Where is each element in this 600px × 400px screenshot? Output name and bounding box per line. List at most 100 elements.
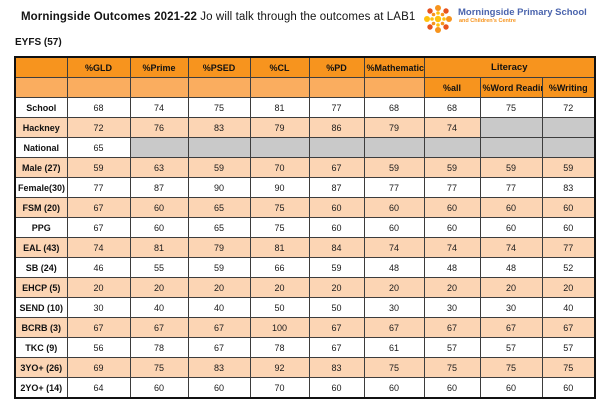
table-cell: 65 [187, 197, 251, 218]
empty-header-cell [249, 77, 310, 98]
table-row: EAL (43) 74 81 79 81 84 74 74 74 77 [14, 237, 596, 258]
table-cell: 40 [541, 297, 596, 318]
table-cell: 74 [423, 117, 481, 138]
table-cell: 86 [308, 117, 365, 138]
empty-header-cell [66, 77, 131, 98]
table-cell: 60 [479, 377, 543, 399]
table-cell: 48 [423, 257, 481, 278]
table-cell: 59 [363, 157, 425, 178]
table-cell: 83 [308, 357, 365, 378]
table-cell: 90 [187, 177, 251, 198]
table-cell: 20 [363, 277, 425, 298]
table-cell [187, 137, 251, 158]
table-cell: 40 [129, 297, 189, 318]
table-cell: 67 [423, 317, 481, 338]
table-cell: 60 [187, 377, 251, 399]
table-cell: 60 [129, 197, 189, 218]
table-cell: 60 [423, 377, 481, 399]
outcomes-table: %GLD %Prime %PSED %CL %PD %Mathematics L… [14, 56, 597, 399]
table-cell: 67 [66, 317, 131, 338]
table-row: TKC (9) 56 78 67 78 67 61 57 57 57 [14, 337, 596, 358]
header-row-1: %GLD %Prime %PSED %CL %PD %Mathematics L… [14, 56, 596, 78]
table-cell: 81 [249, 237, 310, 258]
column-header-gld: %GLD [66, 56, 131, 78]
table-cell: 74 [423, 237, 481, 258]
row-label: EAL (43) [14, 237, 68, 258]
row-label: Male (27) [14, 157, 68, 178]
table-cell: 50 [249, 297, 310, 318]
table-cell: 60 [541, 217, 596, 238]
table-row: School 68 74 75 81 77 68 68 75 72 [14, 97, 596, 118]
subcolumn-header-all: %all [423, 77, 481, 98]
table-row: National 65 [14, 137, 596, 158]
row-label: National [14, 137, 68, 158]
row-label: SEND (10) [14, 297, 68, 318]
table-cell: 77 [541, 237, 596, 258]
table-cell: 92 [249, 357, 310, 378]
row-label: EHCP (5) [14, 277, 68, 298]
school-subtitle: and Children's Centre [459, 18, 516, 24]
table-cell: 59 [187, 157, 251, 178]
table-row: SB (24) 46 55 59 66 59 48 48 48 52 [14, 257, 596, 278]
table-cell: 90 [249, 177, 310, 198]
table-cell: 56 [66, 337, 131, 358]
table-cell [249, 137, 310, 158]
table-cell: 57 [541, 337, 596, 358]
table-cell: 74 [66, 237, 131, 258]
table-cell: 60 [363, 377, 425, 399]
table-cell [541, 117, 596, 138]
table-cell: 70 [249, 157, 310, 178]
table-cell: 59 [479, 157, 543, 178]
table-row: FSM (20) 67 60 65 75 60 60 60 60 60 [14, 197, 596, 218]
row-label: PPG [14, 217, 68, 238]
table-cell: 83 [187, 357, 251, 378]
table-cell: 30 [66, 297, 131, 318]
table-cell: 20 [66, 277, 131, 298]
table-cell: 30 [363, 297, 425, 318]
table-cell: 50 [308, 297, 365, 318]
table-cell: 59 [308, 257, 365, 278]
row-label: Hackney [14, 117, 68, 138]
table-cell: 75 [479, 97, 543, 118]
table-cell: 48 [479, 257, 543, 278]
table-row: BCRB (3) 67 67 67 100 67 67 67 67 67 [14, 317, 596, 338]
table-cell: 79 [187, 237, 251, 258]
table-cell: 79 [363, 117, 425, 138]
table-cell: 84 [308, 237, 365, 258]
page-title: Morningside Outcomes 2021-22 Jo will tal… [21, 11, 415, 23]
table-cell: 20 [479, 277, 543, 298]
table-cell: 67 [363, 317, 425, 338]
table-cell: 76 [129, 117, 189, 138]
starburst-sun-icon [422, 3, 454, 40]
column-header-mathematics: %Mathematics [363, 56, 425, 78]
table-cell: 100 [249, 317, 310, 338]
table-cell: 75 [129, 357, 189, 378]
table-cell: 60 [479, 197, 543, 218]
table-cell: 46 [66, 257, 131, 278]
table-cell [423, 137, 481, 158]
table-cell [129, 137, 189, 158]
table-cell: 77 [423, 177, 481, 198]
table-cell: 68 [363, 97, 425, 118]
table-cell: 63 [129, 157, 189, 178]
empty-header-cell [187, 77, 251, 98]
table-cell: 77 [363, 177, 425, 198]
table-cell: 60 [363, 217, 425, 238]
table-cell: 60 [541, 377, 596, 399]
table-cell: 77 [479, 177, 543, 198]
table-cell: 52 [541, 257, 596, 278]
table-cell: 55 [129, 257, 189, 278]
table-cell: 20 [187, 277, 251, 298]
row-label: FSM (20) [14, 197, 68, 218]
table-cell: 67 [479, 317, 543, 338]
table-row: 3YO+ (26) 69 75 83 92 83 75 75 75 75 [14, 357, 596, 378]
table-cell: 74 [479, 237, 543, 258]
cohort-label: EYFS (57) [15, 37, 62, 48]
table-cell: 70 [249, 377, 310, 399]
table-cell: 78 [129, 337, 189, 358]
table-cell [479, 137, 543, 158]
table-cell: 60 [479, 217, 543, 238]
table-cell: 20 [541, 277, 596, 298]
empty-header-cell [363, 77, 425, 98]
